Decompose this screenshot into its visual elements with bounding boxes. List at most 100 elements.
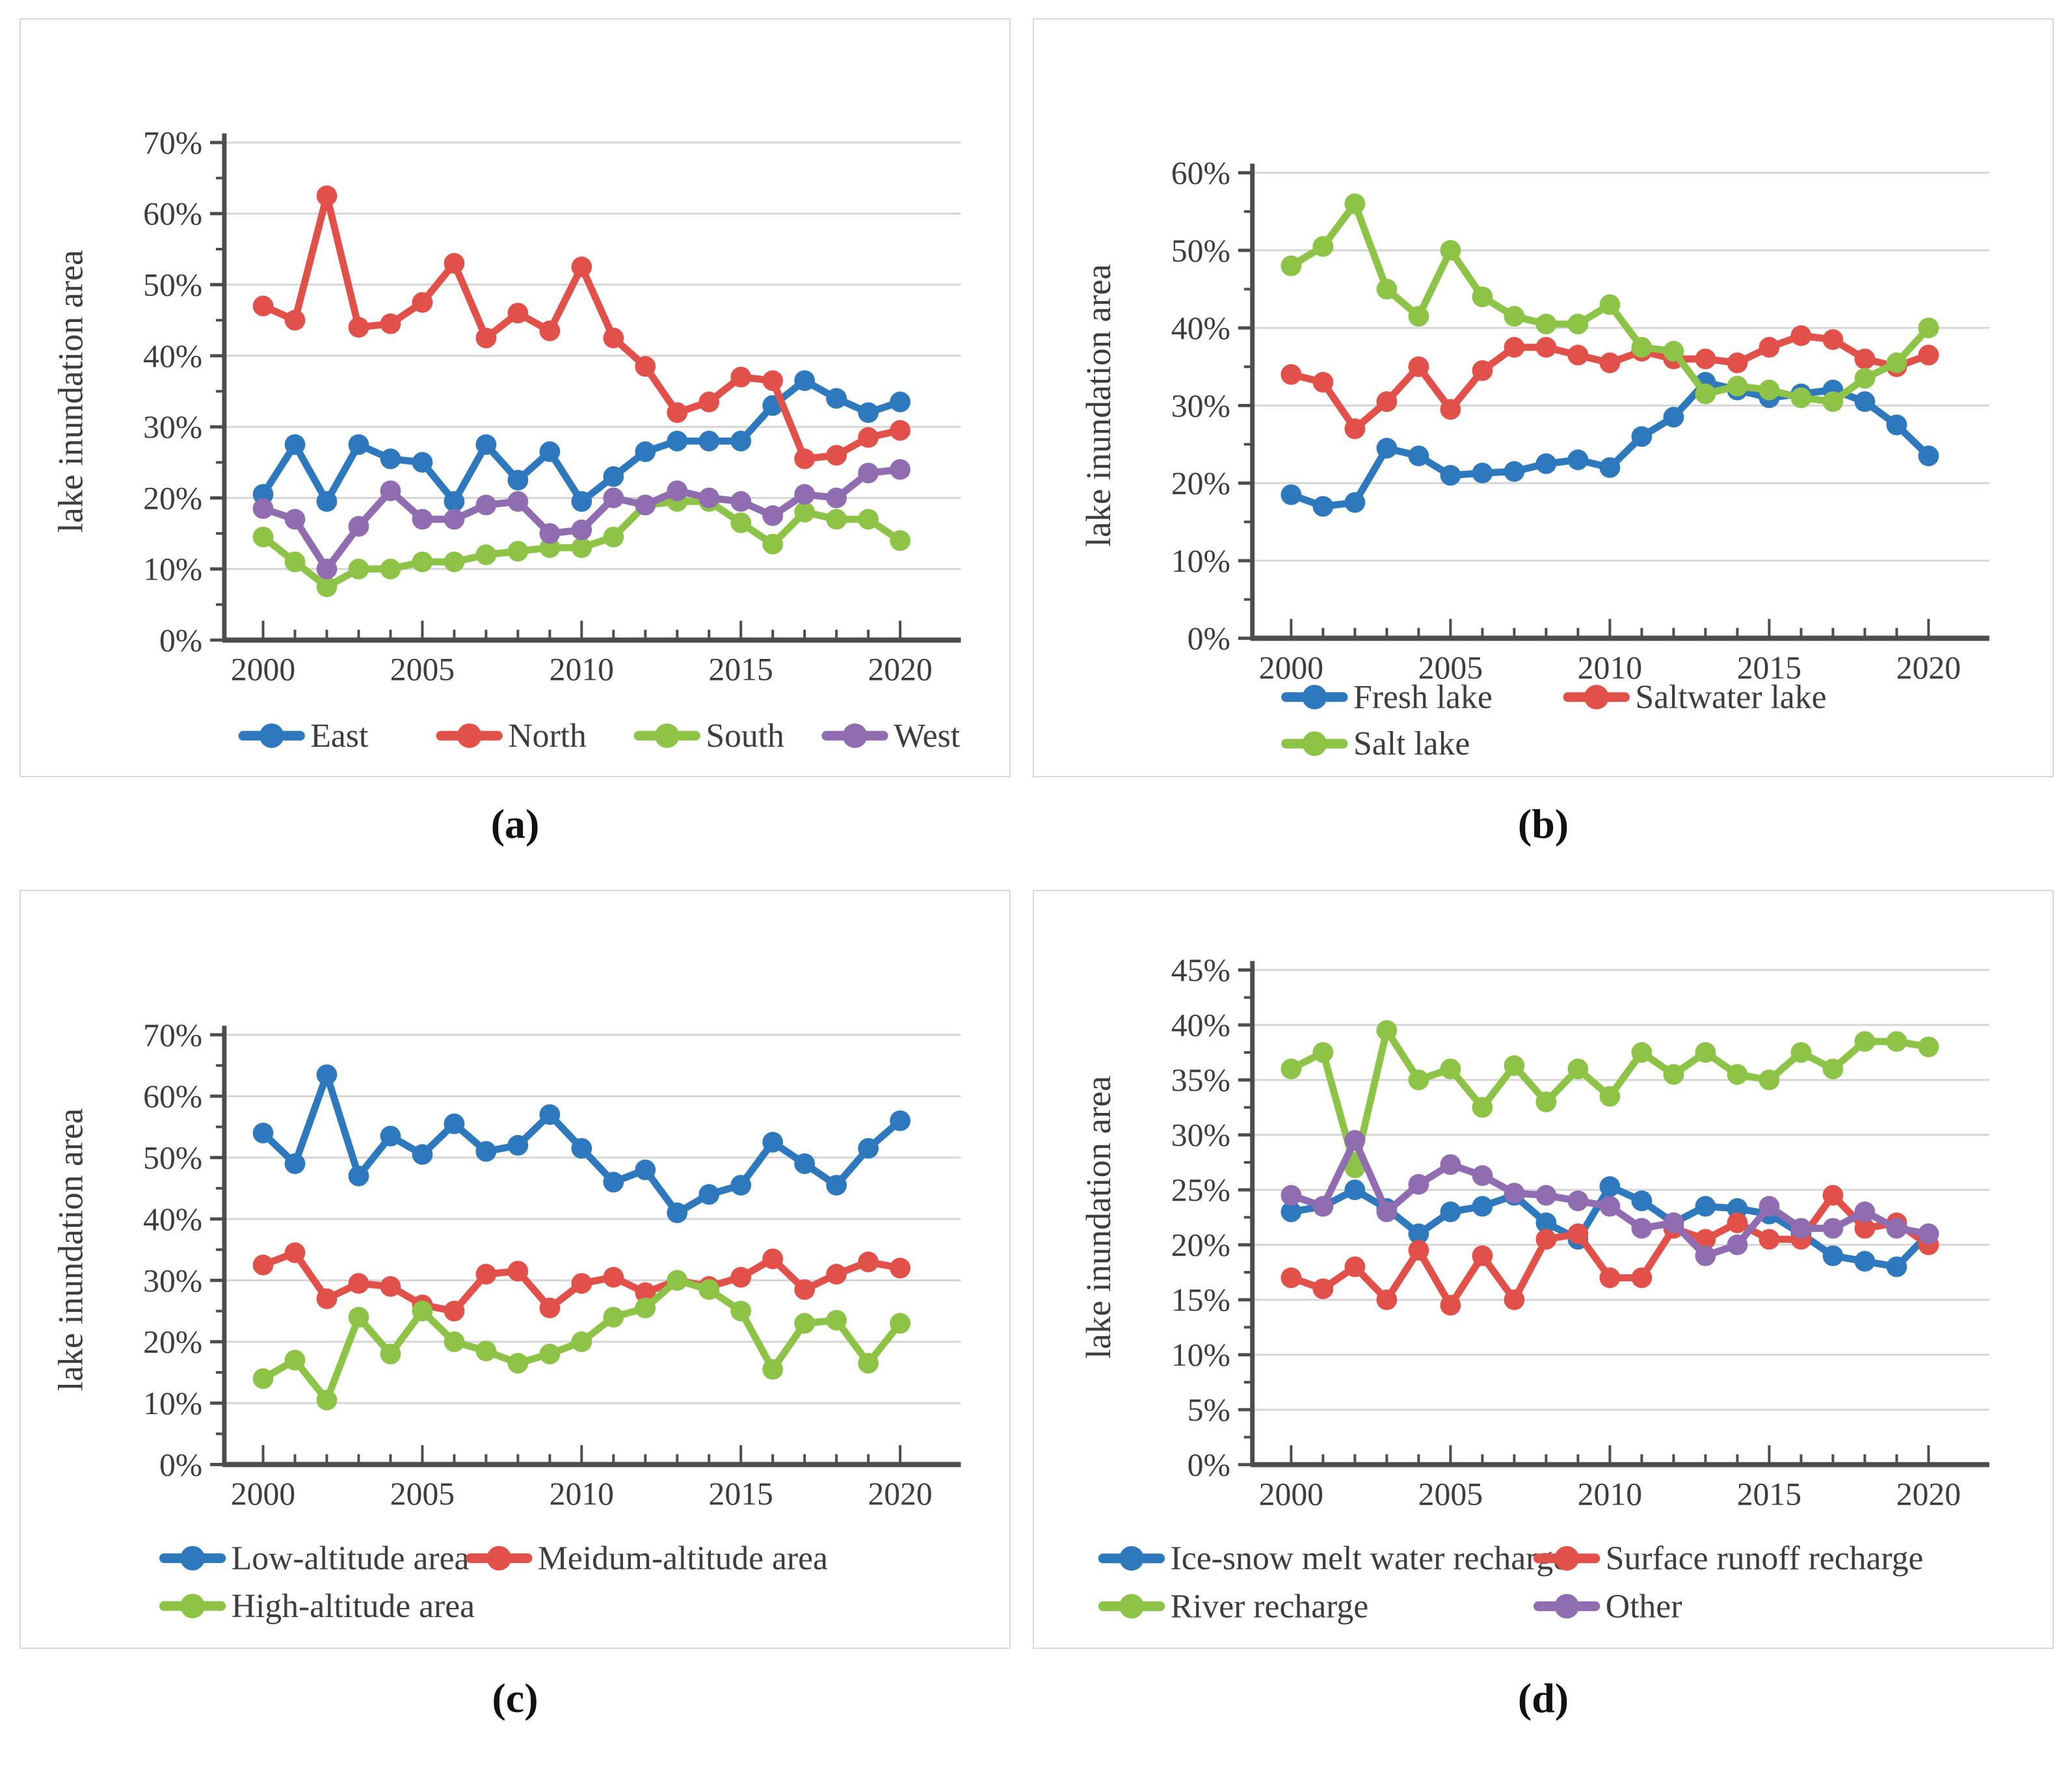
- legend-label: East: [310, 717, 369, 755]
- data-point: [1504, 1055, 1525, 1077]
- data-point: [284, 509, 306, 530]
- data-point: [1344, 1157, 1366, 1179]
- data-point: [1567, 449, 1589, 470]
- x-tick-label: 2020: [868, 652, 932, 688]
- data-point: [890, 1257, 910, 1279]
- data-point: [475, 327, 497, 349]
- data-point: [1535, 314, 1557, 335]
- data-point: [698, 1184, 720, 1205]
- data-point: [571, 519, 592, 541]
- data-point: [1376, 438, 1398, 459]
- data-point: [571, 491, 592, 512]
- y-tick-label: 15%: [1171, 1282, 1230, 1318]
- data-point: [667, 1270, 688, 1291]
- data-point: [698, 487, 720, 509]
- data-point: [316, 558, 338, 580]
- chart-panel-d: 0% 5% 10% 15% 20% 25% 30% 35% 40% 45% 2000 2005 2010…: [1033, 890, 2054, 1649]
- data-point: [1599, 457, 1621, 478]
- y-axis-title: lake inundation area: [1079, 1076, 1118, 1359]
- data-point: [1376, 1201, 1398, 1222]
- data-point: [1886, 1256, 1907, 1278]
- y-tick-label: 10%: [1171, 1337, 1230, 1373]
- x-tick-label: 2000: [231, 1476, 295, 1512]
- data-point: [826, 487, 847, 509]
- data-point: [826, 445, 847, 466]
- data-point: [1663, 341, 1684, 362]
- subfigure-caption-b: (b): [1517, 801, 1569, 847]
- data-point: [475, 494, 497, 516]
- y-tick-label: 30%: [143, 1263, 202, 1298]
- data-point: [475, 1341, 497, 1361]
- data-point: [348, 317, 369, 338]
- legend-label: River recharge: [1171, 1588, 1369, 1625]
- data-point: [635, 1282, 656, 1304]
- data-point: [348, 516, 369, 537]
- data-point: [794, 1153, 816, 1174]
- data-point: [475, 544, 497, 565]
- data-point: [444, 509, 465, 530]
- data-point: [1567, 344, 1589, 366]
- data-point: [1886, 1218, 1907, 1239]
- data-point: [252, 1368, 274, 1389]
- data-point: [1344, 1179, 1366, 1201]
- legend-label: Salt lake: [1353, 725, 1470, 762]
- data-point: [1727, 1234, 1748, 1255]
- x-tick-label: 2005: [1418, 1476, 1483, 1512]
- data-point: [252, 1122, 274, 1144]
- data-point: [316, 185, 338, 206]
- data-point: [794, 502, 816, 523]
- data-point: [1854, 1031, 1876, 1052]
- data-point: [1790, 1042, 1812, 1063]
- data-point: [858, 427, 879, 448]
- data-point: [635, 356, 656, 377]
- data-point: [539, 320, 561, 341]
- y-tick-label: 45%: [1171, 952, 1230, 988]
- y-tick-label: 0%: [159, 622, 202, 658]
- data-point: [539, 523, 561, 544]
- data-point: [380, 480, 401, 502]
- data-point: [1727, 1198, 1748, 1219]
- data-point: [1631, 1218, 1653, 1239]
- data-point: [794, 370, 816, 392]
- data-point: [1695, 1229, 1716, 1250]
- data-point: [890, 1110, 910, 1131]
- data-point: [1472, 360, 1493, 381]
- data-point: [1440, 464, 1461, 486]
- legend-label: Saltwater lake: [1635, 679, 1826, 716]
- data-point: [1408, 306, 1429, 327]
- data-point: [1567, 1190, 1589, 1212]
- x-tick-label: 2005: [390, 1476, 455, 1512]
- data-point: [1440, 239, 1461, 261]
- x-tick-label: 2015: [1737, 650, 1801, 686]
- data-point: [252, 526, 274, 548]
- data-point: [1663, 1212, 1684, 1233]
- data-point: [1281, 255, 1302, 276]
- data-point: [412, 1300, 433, 1322]
- data-point: [1886, 1031, 1907, 1052]
- data-point: [1631, 1267, 1653, 1289]
- data-point: [1822, 1218, 1844, 1239]
- data-point: [730, 1300, 752, 1322]
- x-tick-label: 2010: [1578, 650, 1642, 686]
- data-point: [762, 1132, 784, 1153]
- data-point: [316, 491, 338, 512]
- y-axis-title: lake inundation area: [1079, 264, 1118, 547]
- legend-label: West: [894, 717, 961, 755]
- data-point: [1918, 1036, 1939, 1058]
- legend-label: Surface runoff recharge: [1606, 1540, 1924, 1577]
- data-point: [1695, 1196, 1716, 1217]
- data-point: [1759, 1196, 1780, 1217]
- data-point: [858, 1138, 879, 1159]
- x-tick-label: 2020: [868, 1476, 932, 1512]
- y-tick-label: 30%: [143, 409, 202, 445]
- data-point: [1312, 496, 1334, 517]
- subfigure-caption-d: (d): [1517, 1675, 1569, 1721]
- data-point: [1854, 1218, 1876, 1239]
- y-tick-label: 40%: [143, 338, 202, 374]
- data-point: [1822, 329, 1844, 350]
- data-point: [635, 1159, 656, 1181]
- data-point: [890, 530, 910, 551]
- data-point: [1727, 375, 1748, 397]
- data-point: [890, 459, 910, 480]
- data-point: [603, 327, 624, 349]
